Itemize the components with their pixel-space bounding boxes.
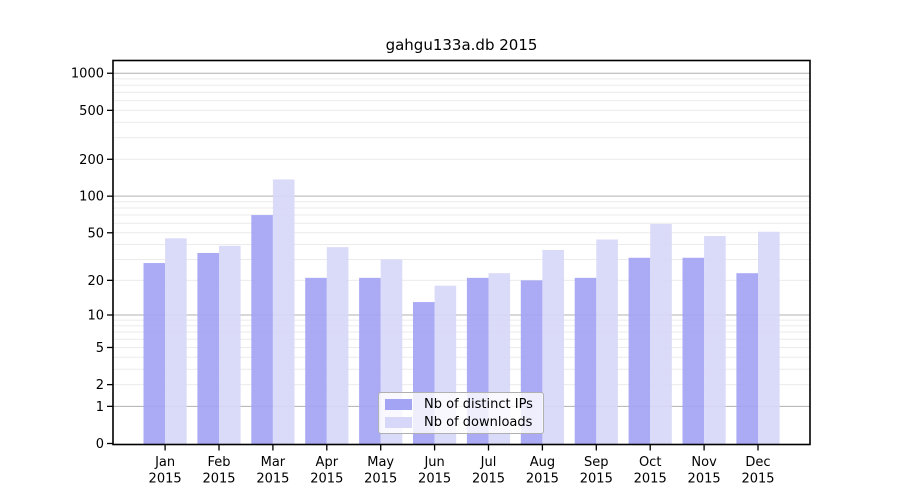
bar-distinct-ips <box>197 252 219 445</box>
bar-downloads <box>165 238 187 445</box>
bar-distinct-ips <box>251 215 273 445</box>
x-tick-label: Jun 2015 <box>418 455 451 487</box>
bar-distinct-ips <box>736 273 758 445</box>
bar-distinct-ips <box>682 257 705 445</box>
bar-distinct-ips <box>359 277 381 445</box>
y-tick-label: 10 <box>87 308 104 323</box>
y-tick-label: 5 <box>96 341 104 356</box>
y-tick-label: 20 <box>87 274 104 289</box>
bar-downloads <box>219 245 241 445</box>
y-tick-label: 500 <box>79 104 104 119</box>
x-tick-label: Jul 2015 <box>472 455 505 487</box>
bar-downloads <box>704 236 726 445</box>
x-tick-label: Oct 2015 <box>634 455 667 487</box>
bar-downloads <box>542 249 564 445</box>
legend: Nb of distinct IPs Nb of downloads <box>378 392 544 434</box>
y-tick-label: 2 <box>96 378 104 393</box>
x-tick-label: May 2015 <box>364 455 397 487</box>
plot-frame <box>112 59 811 446</box>
bar-downloads <box>326 247 349 445</box>
bar-distinct-ips <box>305 277 327 445</box>
legend-swatch-distinct-ips <box>385 398 412 410</box>
x-tick-label: Sep 2015 <box>580 455 613 487</box>
y-tick-label: 0 <box>96 437 104 452</box>
bar-distinct-ips <box>143 263 166 445</box>
y-tick-label: 1000 <box>71 67 104 82</box>
legend-entry-downloads: Nb of downloads <box>385 413 537 431</box>
legend-label-downloads: Nb of downloads <box>424 414 533 430</box>
y-tick-label: 1 <box>96 400 104 415</box>
bar-distinct-ips <box>628 257 651 445</box>
y-tick-label: 50 <box>87 226 104 241</box>
x-tick-label: Feb 2015 <box>202 455 235 487</box>
x-tick-label: Apr 2015 <box>310 455 343 487</box>
y-tick-label: 100 <box>79 190 104 205</box>
y-tick-label: 200 <box>79 153 104 168</box>
bar-downloads <box>596 239 618 445</box>
legend-label-distinct-ips: Nb of distinct IPs <box>424 396 533 412</box>
x-tick-label: Mar 2015 <box>256 455 289 487</box>
bar-distinct-ips <box>574 277 597 445</box>
x-tick-label: Dec 2015 <box>741 455 774 487</box>
legend-swatch-downloads <box>385 416 412 428</box>
x-tick-label: Aug 2015 <box>526 455 559 487</box>
bar-downloads <box>650 224 672 445</box>
x-tick-label: Jan 2015 <box>149 455 182 487</box>
bar-downloads <box>758 231 780 445</box>
legend-entry-distinct-ips: Nb of distinct IPs <box>385 395 537 413</box>
x-tick-label: Nov 2015 <box>688 455 721 487</box>
chart-title: gahgu133a.db 2015 <box>385 36 538 54</box>
bar-downloads <box>272 179 295 445</box>
